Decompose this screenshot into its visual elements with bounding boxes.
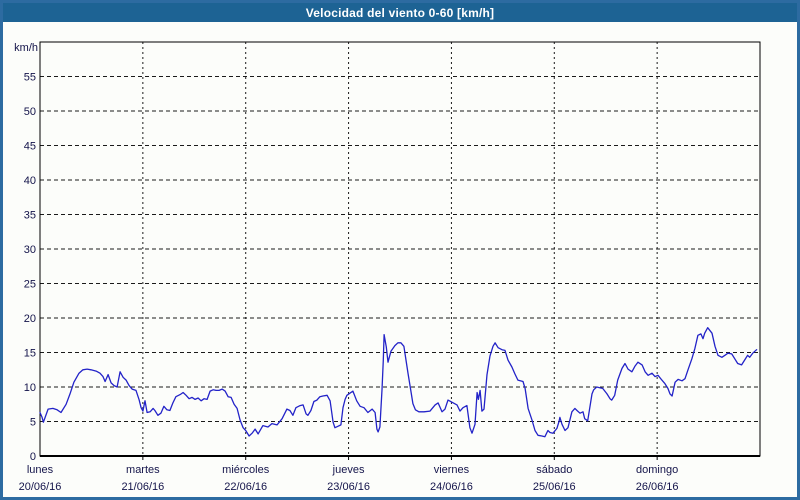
day-name-label: sábado xyxy=(536,464,572,476)
y-tick-label: 0 xyxy=(30,451,36,463)
day-name-label: martes xyxy=(126,464,160,476)
y-tick-label: 50 xyxy=(24,106,36,118)
chart-title-bar: Velocidad del viento 0-60 [km/h] xyxy=(3,3,797,22)
day-date-label: 21/06/16 xyxy=(121,481,164,493)
y-tick-label: 55 xyxy=(24,72,36,84)
day-date-label: 24/06/16 xyxy=(430,481,473,493)
day-name-label: lunes xyxy=(27,464,54,476)
day-date-label: 25/06/16 xyxy=(533,481,576,493)
day-date-label: 23/06/16 xyxy=(327,481,370,493)
y-tick-label: 30 xyxy=(24,244,36,256)
y-tick-label: 25 xyxy=(24,279,36,291)
y-tick-label: 5 xyxy=(30,417,36,429)
y-tick-label: 45 xyxy=(24,141,36,153)
day-date-label: 22/06/16 xyxy=(224,481,267,493)
day-date-label: 26/06/16 xyxy=(636,481,679,493)
wind-speed-line xyxy=(39,327,758,438)
y-tick-label: 10 xyxy=(24,382,36,394)
day-name-label: domingo xyxy=(636,464,678,476)
wind-speed-chart: 0 5 10 15 20 25 30 35 40 45 50 55 km/h lunes 20/06/16 m… xyxy=(14,41,761,493)
day-name-label: miércoles xyxy=(222,464,270,476)
y-tick-label: 40 xyxy=(24,175,36,187)
y-tick-label: 35 xyxy=(24,210,36,222)
chart-title: Velocidad del viento 0-60 [km/h] xyxy=(305,5,495,20)
plot-area: 0 5 10 15 20 25 30 35 40 45 50 55 km/h lunes 20/06/16 m… xyxy=(3,22,797,497)
y-tick-label: 20 xyxy=(24,313,36,325)
y-axis-unit-label: km/h xyxy=(14,42,38,54)
y-tick-label: 15 xyxy=(24,348,36,360)
day-name-label: jueves xyxy=(332,464,365,476)
day-name-label: viernes xyxy=(434,464,470,476)
day-date-label: 20/06/16 xyxy=(19,481,62,493)
